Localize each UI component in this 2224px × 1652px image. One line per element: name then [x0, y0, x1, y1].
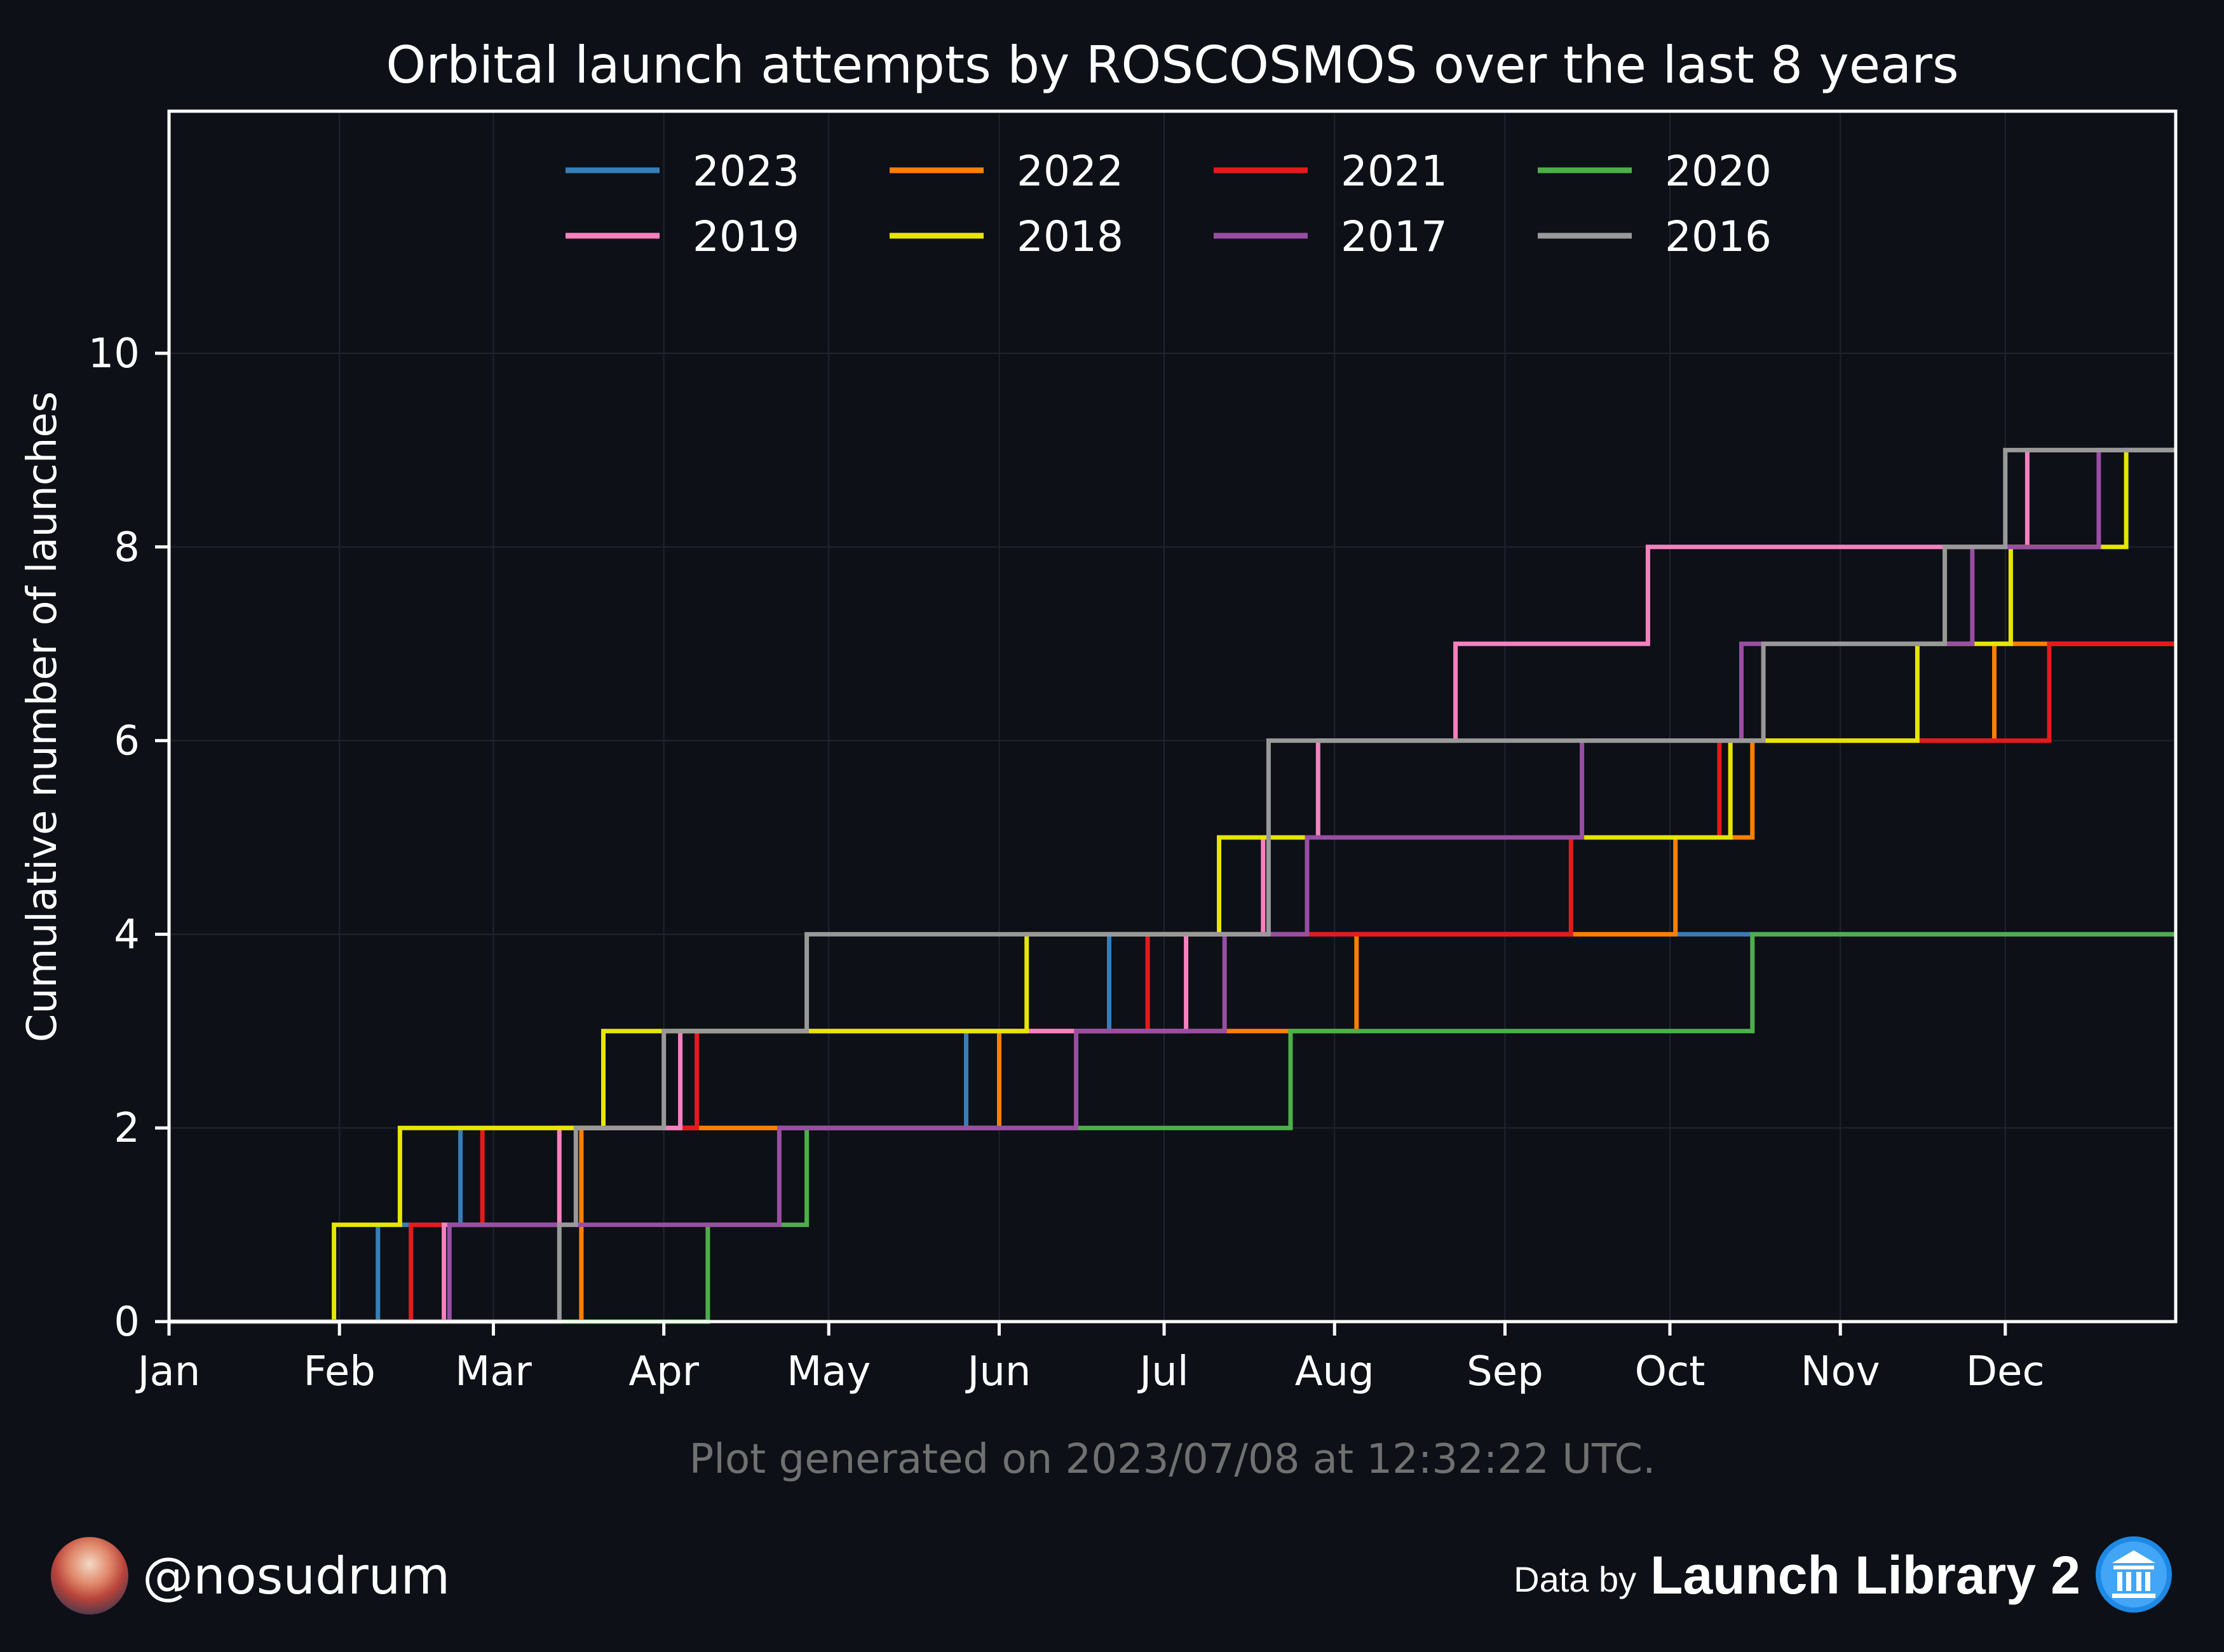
x-axis: Jan Feb Mar Apr May Jun Jul Aug Sep Oct Nov Dec	[135, 1322, 2045, 1395]
x-tick-label: Nov	[1801, 1348, 1880, 1395]
legend-label: 2016	[1665, 212, 1772, 261]
legend-item-2022: 2022	[890, 147, 1123, 196]
author-block: @nosudrum	[51, 1537, 451, 1615]
legend-item-2018: 2018	[890, 212, 1123, 261]
legend-label: 2019	[693, 212, 799, 261]
legend-label: 2020	[1665, 147, 1772, 196]
legend-item-2023: 2023	[566, 147, 799, 196]
x-tick-label: Feb	[304, 1348, 376, 1395]
y-tick-label: 10	[88, 330, 140, 377]
launch-library-logo-icon	[2096, 1536, 2172, 1613]
legend-item-2019: 2019	[566, 212, 799, 261]
author-handle: @nosudrum	[142, 1546, 451, 1606]
legend-label: 2021	[1341, 147, 1448, 196]
y-tick-label: 0	[114, 1299, 140, 1346]
credit-source: Launch Library 2	[1650, 1545, 2080, 1605]
series-line-2016	[169, 447, 2176, 1324]
legend: 2023 2022 2021 2020 2019 2018 2017 2016	[566, 147, 1772, 261]
legend-item-2021: 2021	[1214, 147, 1448, 196]
y-axis: 0 2 4 6 8 10	[88, 330, 169, 1346]
x-tick-label: May	[787, 1348, 871, 1395]
x-tick-label: Jun	[965, 1348, 1031, 1395]
x-tick-label: Dec	[1966, 1348, 2045, 1395]
y-axis-label: Cumulative number of launches	[19, 391, 66, 1042]
x-tick-label: Aug	[1295, 1348, 1374, 1395]
legend-label: 2018	[1017, 212, 1123, 261]
x-tick-label: Oct	[1635, 1348, 1705, 1395]
legend-label: 2017	[1341, 212, 1448, 261]
footnote: Plot generated on 2023/07/08 at 12:32:22…	[689, 1436, 1656, 1483]
avatar	[51, 1537, 128, 1615]
y-tick-label: 6	[114, 718, 140, 765]
series-line-2019	[169, 447, 2176, 1324]
legend-item-2020: 2020	[1538, 147, 1772, 196]
credit-block: Data by Launch Library 2	[1514, 1536, 2173, 1614]
series-line-2017	[169, 447, 2176, 1324]
series-line-2018	[169, 447, 2176, 1324]
plot-area: Jan Feb Mar Apr May Jun Jul Aug Sep Oct Nov Dec 0 2 4…	[19, 109, 2178, 1395]
x-tick-label: Apr	[628, 1348, 699, 1395]
legend-label: 2023	[693, 147, 799, 196]
plot-frame	[167, 109, 2178, 1324]
x-tick-label: Jan	[135, 1348, 201, 1395]
y-tick-label: 8	[114, 524, 140, 571]
x-tick-label: Sep	[1467, 1348, 1543, 1395]
x-tick-label: Mar	[455, 1348, 532, 1395]
plot-background	[169, 111, 2176, 1322]
y-tick-label: 2	[114, 1105, 140, 1152]
chart-title: Orbital launch attempts by ROSCOSMOS ove…	[386, 36, 1958, 95]
legend-item-2016: 2016	[1538, 212, 1772, 261]
x-tick-label: Jul	[1137, 1348, 1188, 1395]
legend-label: 2022	[1017, 147, 1123, 196]
credit-prefix: Data by	[1514, 1559, 1637, 1599]
series-lines	[169, 447, 2176, 1324]
y-tick-label: 4	[114, 911, 140, 958]
legend-item-2017: 2017	[1214, 212, 1448, 261]
